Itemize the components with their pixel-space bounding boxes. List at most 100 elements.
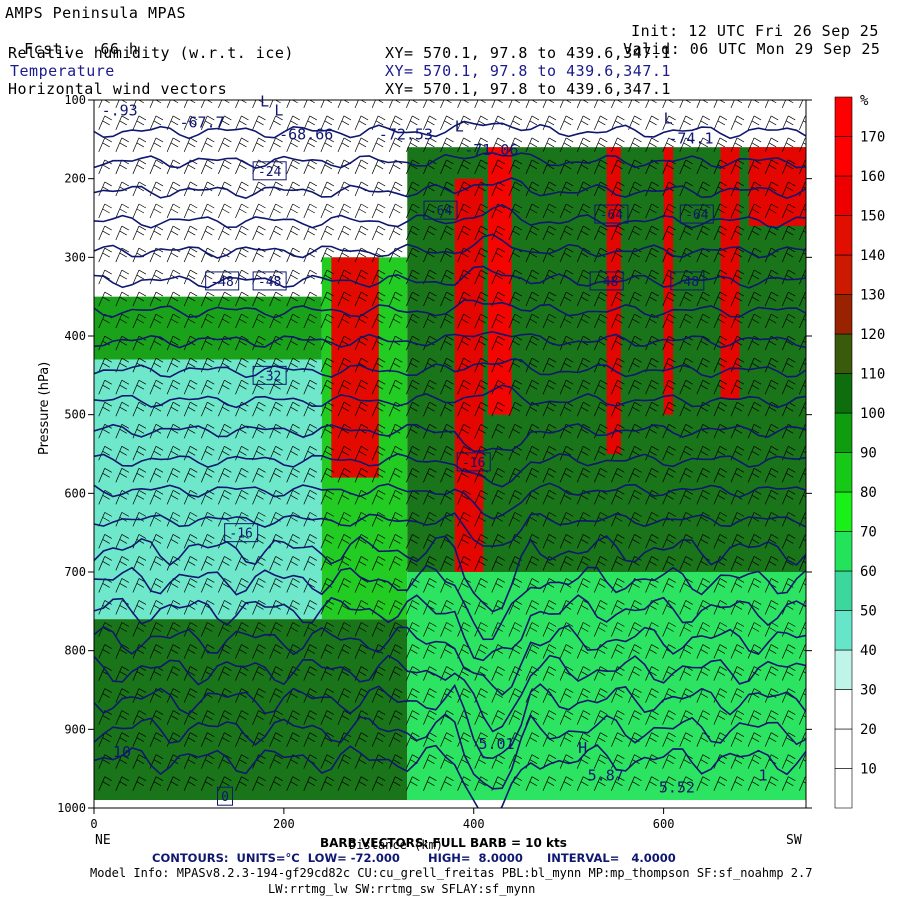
- wind-barb: [132, 490, 147, 505]
- wind-barb: [559, 710, 574, 725]
- wind-barb: [406, 710, 420, 725]
- wind-barb: [730, 247, 745, 263]
- wind-barb: [611, 100, 623, 109]
- wind-barb: [525, 379, 540, 395]
- wind-barb: [269, 379, 283, 395]
- wind-barb: [730, 644, 745, 659]
- wind-barb: [149, 490, 164, 505]
- temperature-contour: [94, 265, 806, 289]
- wind-barb: [235, 379, 249, 395]
- wind-barb: [132, 100, 145, 109]
- wind-barb: [713, 379, 728, 395]
- wind-barb: [696, 445, 711, 461]
- wind-barb: [474, 269, 488, 285]
- wind-barb: [525, 159, 540, 175]
- wind-barb: [388, 534, 403, 549]
- wind-barb: [730, 379, 745, 395]
- wind-barb: [388, 181, 403, 197]
- wind-barb: [662, 379, 676, 395]
- wind-barb: [132, 269, 147, 285]
- wind-barb: [611, 313, 625, 329]
- wind-barb: [525, 445, 540, 461]
- wind-barb: [747, 247, 762, 263]
- wind-barb: [354, 137, 369, 153]
- wind-barb: [747, 137, 762, 153]
- wind-barb: [98, 203, 112, 219]
- wind-barb: [593, 100, 606, 109]
- wind-barb: [491, 490, 505, 505]
- wind-barb: [559, 379, 574, 395]
- wind-barb: [132, 313, 147, 329]
- wind-barb: [218, 600, 232, 615]
- contour-label: -48: [252, 271, 287, 291]
- wind-barb: [115, 710, 130, 725]
- wind-barb: [611, 754, 625, 769]
- wind-barb: [730, 666, 745, 681]
- wind-barb: [781, 644, 796, 659]
- wind-barb: [115, 100, 128, 109]
- wind-barb: [115, 181, 130, 197]
- wind-barb: [286, 203, 300, 219]
- wind-barb: [525, 468, 540, 483]
- wind-barb: [799, 644, 806, 659]
- wind-barb: [149, 181, 164, 197]
- wind-barb: [440, 203, 454, 219]
- wind-barb: [662, 115, 676, 131]
- wind-barb: [115, 445, 130, 461]
- wind-barb: [406, 137, 420, 153]
- wind-barb: [747, 203, 762, 219]
- wind-barb: [628, 357, 642, 373]
- wind-barb: [200, 556, 215, 571]
- wind-barb: [337, 710, 352, 725]
- wind-barb: [98, 247, 112, 263]
- wind-barb: [337, 622, 352, 637]
- wind-barb: [149, 313, 164, 329]
- colorbar-swatch: [834, 96, 853, 137]
- wind-barb: [269, 225, 283, 241]
- wind-barb: [286, 159, 300, 175]
- wind-barb: [406, 291, 420, 307]
- wind-barb: [320, 137, 335, 153]
- wind-barb: [440, 622, 454, 637]
- colorbar-swatch: [834, 175, 853, 216]
- field-wind-xy: XY= 570.1, 97.8 to 439.6,347.1: [385, 80, 671, 98]
- wind-barb: [713, 291, 728, 307]
- wind-barb: [474, 644, 488, 659]
- wind-barb: [474, 100, 486, 109]
- wind-barb: [559, 445, 574, 461]
- wind-barb: [645, 225, 659, 241]
- wind-barb: [764, 644, 779, 659]
- wind-barb: [166, 776, 181, 791]
- wind-barb: [696, 137, 711, 153]
- wind-barb: [371, 556, 386, 571]
- rh-region: [487, 147, 512, 415]
- wind-barb: [218, 644, 232, 659]
- rh-region: [720, 147, 740, 399]
- wind-barb: [98, 556, 112, 571]
- wind-barb: [423, 137, 437, 153]
- wind-barb: [593, 754, 608, 769]
- wind-barb: [491, 732, 505, 747]
- wind-barb: [303, 137, 317, 153]
- wind-barb: [457, 512, 471, 527]
- colorbar-swatch: [834, 689, 853, 730]
- wind-barb: [371, 379, 386, 395]
- wind-barb: [542, 776, 557, 791]
- wind-barb: [149, 159, 164, 175]
- wind-barb: [679, 115, 693, 131]
- wind-barb: [132, 534, 147, 549]
- wind-barb: [388, 137, 403, 153]
- wind-barb: [303, 203, 317, 219]
- wind-barb: [508, 115, 523, 131]
- wind-barb: [371, 776, 386, 791]
- wind-barb: [730, 137, 745, 153]
- wind-barb: [713, 688, 728, 703]
- wind-barb: [542, 100, 555, 109]
- wind-barb: [645, 710, 659, 725]
- wind-barb: [474, 247, 488, 263]
- wind-barb: [593, 115, 608, 131]
- temperature-contour: [94, 120, 806, 140]
- wind-barb: [525, 622, 540, 637]
- wind-barb: [713, 512, 728, 527]
- wind-barb: [200, 313, 215, 329]
